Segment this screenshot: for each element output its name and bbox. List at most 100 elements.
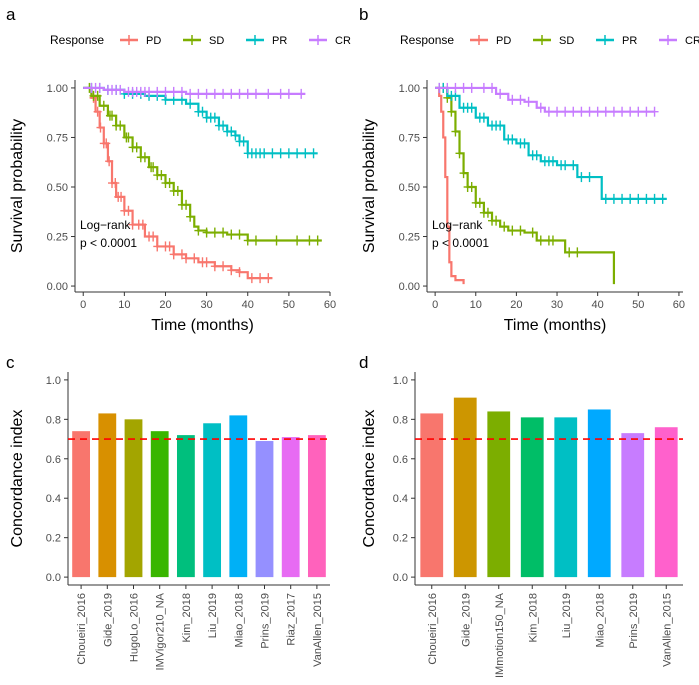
y-tick-label: 0.00: [399, 281, 420, 293]
x-tick-label: Riaz_2017: [286, 593, 298, 646]
x-tick-label: 30: [200, 299, 212, 311]
x-tick-label: Liu_2019: [561, 593, 573, 638]
p-value-label: p < 0.0001: [432, 236, 489, 250]
x-tick-label: Choueiri_2016: [427, 593, 439, 665]
x-tick-label: Liu_2019: [207, 593, 219, 638]
bar-HugoLo_2016: [124, 419, 143, 578]
bar-Riaz_2017: [281, 437, 300, 578]
series-CR: [83, 82, 306, 99]
logrank-label: Log−rank: [80, 218, 131, 232]
bar-Miao_2018: [229, 415, 248, 578]
legend-item-PD: PD: [470, 35, 511, 47]
p-value-label: p < 0.0001: [80, 236, 137, 250]
logrank-label: Log−rank: [432, 218, 483, 232]
bars: [72, 413, 326, 578]
bar-IMVigor210_NA: [150, 431, 169, 578]
bar-Choueiri_2016: [72, 431, 91, 578]
bar-Kim_2018: [520, 417, 544, 578]
x-tick-label: 50: [283, 299, 295, 311]
x-tick-label: 20: [510, 299, 522, 311]
y-axis-title: Concordance index: [361, 410, 378, 548]
x-tick-label: Gide_2019: [102, 593, 114, 647]
x-tick-label: 40: [242, 299, 254, 311]
x-tick-label: 0: [80, 299, 86, 311]
y-tick-label: 0.2: [393, 533, 408, 545]
panel-d: d 0.0 0.2 0.4 0.6 0.8 1.0 Choueiri_2016 Gide_201…: [359, 353, 683, 678]
legend-label-PR: PR: [272, 35, 287, 47]
x-tick-label: Miao_2018: [594, 593, 606, 647]
bar-VanAllen_2015: [654, 427, 678, 578]
series-PR: [435, 82, 667, 204]
legend: Response PD SD PR CR: [400, 33, 699, 47]
legend-label-PD: PD: [146, 35, 161, 47]
y-tick-label: 0.2: [46, 533, 61, 545]
km-curve-PR: [83, 86, 318, 155]
bar-Prins_2019: [621, 433, 645, 578]
y-tick-label: 0.8: [46, 414, 61, 426]
x-tick-label: Gide_2019: [460, 593, 472, 647]
panel-letter: d: [359, 353, 368, 372]
x-tick-label: 0: [432, 299, 438, 311]
legend-item-PR: PR: [246, 35, 287, 47]
y-tick-label: 0.4: [393, 493, 408, 505]
legend-item-CR: CR: [309, 35, 351, 47]
bar-Liu_2019: [554, 417, 578, 578]
legend-label-SD: SD: [559, 35, 574, 47]
x-tick-label: 10: [470, 299, 482, 311]
series-SD: [83, 82, 322, 246]
legend-item-PR: PR: [596, 35, 637, 47]
bar-IMmotion150_NA: [487, 411, 511, 578]
axes: 0.0 0.2 0.4 0.6 0.8 1.0 Choueiri_2016 Gide_2019…: [46, 372, 330, 670]
panel-letter: c: [6, 353, 15, 372]
bar-Gide_2019: [453, 397, 477, 578]
x-tick-label: Miao_2018: [233, 593, 245, 647]
y-tick-label: 0.25: [399, 232, 420, 244]
bar-Choueiri_2016: [420, 413, 444, 578]
y-tick-label: 0.0: [46, 572, 61, 584]
legend: Response PD SD PR CR: [50, 33, 351, 47]
x-tick-label: Choueiri_2016: [76, 593, 88, 665]
km-curve-PR: [435, 86, 667, 200]
x-tick-label: 40: [592, 299, 604, 311]
legend-item-SD: SD: [183, 35, 224, 47]
bar-Miao_2018: [587, 409, 611, 578]
panel-letter: a: [6, 5, 16, 24]
y-tick-label: 0.75: [47, 132, 68, 144]
y-tick-label: 0.6: [46, 454, 61, 466]
x-tick-label: VanAllen_2015: [312, 593, 324, 667]
series-PD: [435, 86, 465, 285]
bar-VanAllen_2015: [307, 435, 326, 578]
x-tick-label: Prins_2019: [260, 593, 272, 649]
bars: [420, 397, 678, 578]
km-curve-SD: [435, 86, 616, 285]
x-tick-label: IMVigor210_NA: [155, 592, 167, 670]
x-tick-label: IMmotion150_NA: [494, 592, 506, 678]
y-tick-label: 0.75: [399, 132, 420, 144]
y-tick-label: 1.0: [46, 375, 61, 387]
bar-Gide_2019: [98, 413, 117, 578]
x-tick-label: HugoLo_2016: [129, 593, 141, 662]
legend-item-PD: PD: [120, 35, 161, 47]
y-tick-label: 0.25: [47, 232, 68, 244]
x-tick-label: Kim_2018: [527, 593, 539, 643]
x-tick-label: 50: [632, 299, 644, 311]
km-curve-PD: [435, 86, 465, 285]
y-axis-title: Survival probability: [361, 119, 378, 253]
bar-Liu_2019: [203, 423, 222, 578]
legend-title: Response: [50, 33, 104, 47]
y-tick-label: 1.0: [393, 375, 408, 387]
axes: 0.0 0.2 0.4 0.6 0.8 1.0 Choueiri_2016 Gide_2019…: [393, 372, 683, 678]
legend-label-CR: CR: [335, 35, 351, 47]
x-tick-label: 10: [118, 299, 130, 311]
y-tick-label: 0.0: [393, 572, 408, 584]
series-SD: [435, 82, 616, 285]
x-tick-label: Kim_2018: [181, 593, 193, 643]
legend-label-CR: CR: [685, 35, 699, 47]
y-tick-label: 0.50: [47, 182, 68, 194]
y-axis-title: Concordance index: [9, 410, 26, 548]
x-tick-label: Prins_2019: [628, 593, 640, 649]
x-tick-label: 20: [159, 299, 171, 311]
axes: 0.00 0.25 0.50 0.75 1.00 0 10 20 30 40 50 60: [399, 80, 685, 311]
y-tick-label: 0.4: [46, 493, 61, 505]
